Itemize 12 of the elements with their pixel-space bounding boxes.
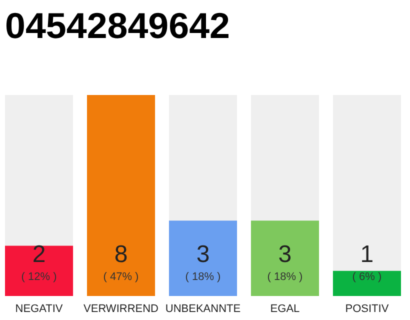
data-label: 3 ( 18% ) [267, 241, 303, 283]
chart-title: 04542849642 [5, 5, 230, 46]
x-tick-label: UNBEKANNTE [165, 303, 241, 315]
data-label: 3 ( 18% ) [185, 241, 221, 283]
data-label: 2 ( 12% ) [21, 241, 57, 283]
x-tick-label: POSITIV [345, 303, 390, 315]
x-tick-label: EGAL [270, 303, 300, 315]
x-tick-label: NEGATIV [15, 303, 64, 315]
data-label: 8 ( 47% ) [103, 241, 139, 283]
data-label: 1 ( 6% ) [352, 241, 382, 283]
x-tick-label: VERWIRREND [84, 303, 159, 315]
bar [332, 270, 401, 296]
